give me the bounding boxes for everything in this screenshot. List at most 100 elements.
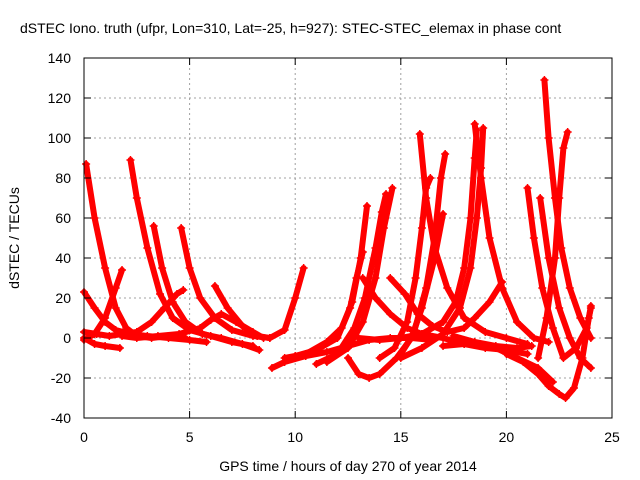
data-point — [390, 344, 399, 352]
data-point — [160, 304, 169, 312]
y-tick-label: 120 — [48, 90, 72, 106]
data-point — [485, 298, 494, 306]
data-point — [291, 352, 300, 360]
data-point — [375, 336, 384, 344]
data-point — [217, 334, 226, 342]
data-point — [542, 314, 551, 322]
x-tick-label: 15 — [393, 429, 409, 445]
data-point — [512, 354, 521, 362]
y-tick-label: -40 — [51, 410, 71, 426]
data-point — [375, 354, 384, 362]
data-point — [177, 224, 186, 232]
y-axis-ticks: -40 -20 0 20 40 60 80 100 120 140 — [48, 50, 612, 426]
data-point — [111, 284, 120, 292]
x-tick-label: 0 — [80, 429, 88, 445]
data-point — [358, 274, 367, 282]
y-tick-label: 100 — [48, 130, 72, 146]
data-point — [586, 302, 595, 310]
data-point — [466, 264, 475, 272]
series-arc28 — [540, 76, 595, 342]
data-point — [396, 334, 405, 342]
data-point — [388, 184, 397, 192]
data-point — [538, 284, 547, 292]
data-point — [198, 330, 207, 338]
data-point — [181, 318, 190, 326]
data-point — [363, 202, 372, 210]
data-point — [210, 282, 219, 290]
data-point — [512, 318, 521, 326]
data-point — [185, 336, 194, 344]
data-point — [523, 184, 532, 192]
data-point — [379, 224, 388, 232]
data-point — [470, 154, 479, 162]
y-tick-label: 40 — [55, 250, 71, 266]
data-point — [401, 290, 410, 298]
data-point — [238, 340, 247, 348]
data-point — [460, 324, 469, 332]
data-point — [565, 334, 574, 342]
data-point — [267, 364, 276, 372]
series-arc10 — [210, 282, 274, 342]
data-point — [502, 344, 511, 352]
y-tick-label: 60 — [55, 210, 71, 226]
data-point — [502, 334, 511, 342]
y-axis-label: dSTEC / TECUs — [6, 187, 22, 289]
data-series — [80, 76, 595, 402]
series-arc23 — [354, 126, 481, 344]
data-point — [529, 334, 538, 342]
data-point — [156, 290, 165, 298]
data-point — [563, 128, 572, 136]
data-point — [548, 378, 557, 386]
data-point — [544, 134, 553, 142]
series-trail — [355, 127, 480, 343]
data-point — [451, 298, 460, 306]
data-point — [168, 314, 177, 322]
data-point — [436, 174, 445, 182]
data-point — [101, 342, 110, 350]
data-point — [586, 364, 595, 372]
data-point — [90, 340, 99, 348]
data-point — [185, 264, 194, 272]
data-point — [375, 370, 384, 378]
y-tick-label: 0 — [63, 330, 71, 346]
data-point — [291, 294, 300, 302]
data-point — [536, 194, 545, 202]
data-point — [529, 234, 538, 242]
data-point — [576, 314, 585, 322]
data-point — [265, 334, 274, 342]
data-point — [90, 330, 99, 338]
data-point — [217, 310, 226, 318]
data-point — [449, 332, 458, 340]
data-point — [90, 214, 99, 222]
data-point — [280, 354, 289, 362]
grid-lines — [84, 58, 612, 418]
data-point — [584, 314, 593, 322]
data-point — [472, 214, 481, 222]
series-trail — [81, 335, 123, 351]
data-point — [354, 370, 363, 378]
data-point — [223, 304, 232, 312]
data-point — [299, 264, 308, 272]
data-point — [411, 274, 420, 282]
data-point — [460, 314, 469, 322]
data-point — [430, 244, 439, 252]
data-point — [534, 354, 543, 362]
data-point — [578, 354, 587, 362]
data-point — [115, 344, 124, 352]
data-point — [417, 344, 426, 352]
data-point — [172, 290, 181, 298]
data-point — [544, 338, 553, 346]
data-point — [153, 332, 162, 340]
data-point — [386, 274, 395, 282]
data-point — [439, 342, 448, 350]
data-point — [559, 144, 568, 152]
x-axis-label: GPS time / hours of day 270 of year 2014 — [219, 458, 477, 474]
data-point — [555, 304, 564, 312]
data-point — [498, 284, 507, 292]
data-point — [441, 150, 450, 158]
series-trail — [292, 249, 366, 359]
data-point — [396, 354, 405, 362]
x-tick-label: 20 — [499, 429, 515, 445]
data-point — [280, 326, 289, 334]
data-point — [481, 328, 490, 336]
